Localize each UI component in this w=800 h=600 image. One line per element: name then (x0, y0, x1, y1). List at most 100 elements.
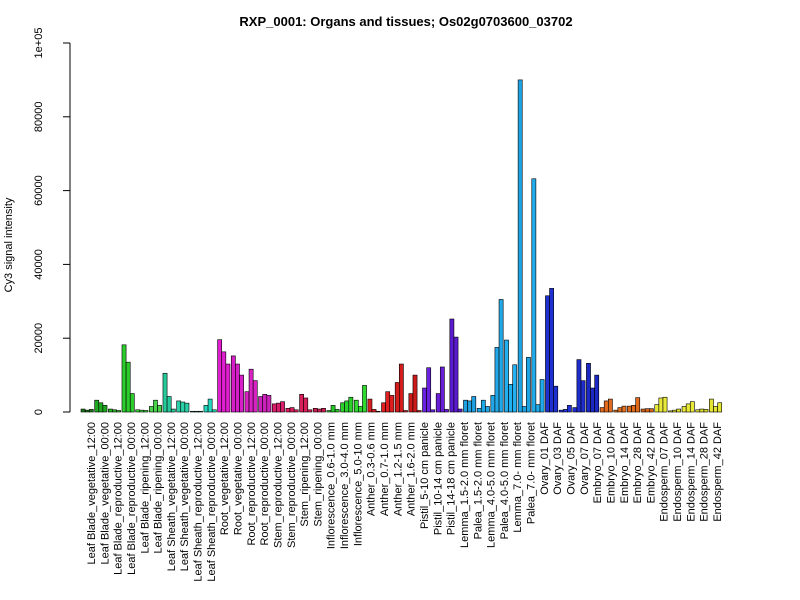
bar (580, 380, 586, 413)
bar (353, 399, 359, 413)
bar (344, 400, 350, 413)
bar (189, 410, 195, 413)
bar (621, 405, 627, 413)
bar (84, 409, 90, 413)
bar (586, 362, 591, 413)
bar (444, 409, 449, 413)
y-axis: 0 20000 40000 60000 80000 1e+05 (33, 28, 71, 415)
bar (217, 339, 223, 413)
bar (512, 364, 518, 413)
x-tick-label: Anther_1.6-2.0 mm (406, 422, 418, 516)
bar (471, 396, 477, 413)
x-tick-label: Ovary_07 DAF (579, 422, 591, 495)
x-tick-label: Embryo_42 DAF (645, 422, 657, 504)
x-tick-label: Anther_0.3-0.6 mm (366, 422, 378, 516)
bar (498, 299, 504, 413)
bar (485, 406, 490, 413)
bar (608, 398, 613, 413)
bar (180, 401, 186, 413)
bar (367, 398, 373, 413)
x-tick-label: Pistil_5-10 cm panicle (419, 422, 431, 529)
x-tick-label: Stem_ripening_12:00 (299, 422, 311, 527)
bar (176, 400, 182, 413)
bar (635, 397, 641, 413)
bar (654, 404, 660, 413)
x-tick-label: Leaf Blade_vegetative_00:00 (99, 422, 111, 565)
x-tick-label: Endosperm_28 DAF (699, 422, 711, 522)
x-tick-label: Anther_0.7-1.0 mm (379, 422, 391, 516)
x-tick-label: Inflorescence_5.0-10 mm (352, 422, 364, 546)
x-tick-label: Embryo_10 DAF (605, 422, 617, 504)
bar (545, 295, 550, 413)
y-tick-label: 40000 (33, 249, 45, 280)
bar (662, 396, 668, 413)
bar (457, 408, 463, 413)
y-tick-label: 60000 (33, 175, 45, 206)
x-tick-label: Stem_reproductive_00:00 (286, 422, 298, 548)
bar (398, 363, 404, 413)
x-tick-label: Pistil_14-18 cm panicle (446, 422, 458, 535)
bar (102, 405, 108, 413)
bar (340, 402, 345, 413)
x-tick-label: Endosperm_07 DAF (659, 422, 671, 522)
bar (717, 402, 723, 413)
bar (334, 409, 340, 413)
bar (94, 399, 100, 413)
bar (709, 398, 714, 413)
bar (480, 399, 486, 413)
bar (203, 405, 209, 413)
bars-group (80, 79, 723, 413)
bar (280, 401, 285, 413)
bar (508, 384, 513, 413)
y-tick-label: 20000 (33, 323, 45, 354)
x-tick-label: Lemma_7.0- mm floret (512, 422, 524, 533)
bar (490, 395, 496, 413)
bar (317, 408, 322, 413)
x-tick-label: Ovary_01 DAF (539, 422, 551, 495)
bar (412, 374, 418, 413)
x-tick-label: Leaf Blade_vegetative_12:00 (86, 422, 98, 565)
bar (326, 410, 332, 413)
bar (276, 402, 281, 413)
bar (689, 401, 695, 413)
x-tick-labels: Leaf Blade_vegetative_12:00 Leaf Blade_ve… (86, 422, 724, 582)
x-tick-label: Embryo_28 DAF (632, 422, 644, 504)
bar (668, 410, 673, 413)
bar (676, 408, 682, 413)
bar (299, 393, 304, 413)
y-axis-label: Cy3 signal intensity (3, 197, 15, 292)
bar (266, 395, 272, 413)
x-tick-label: Endosperm_10 DAF (672, 422, 684, 522)
x-tick-label: Inflorescence_0.6-1.0 mm (326, 422, 338, 549)
x-tick-label: Stem_reproductive_12:00 (273, 422, 285, 548)
bar (289, 407, 295, 413)
bar (285, 408, 291, 413)
bar (526, 357, 531, 413)
bar (239, 374, 244, 413)
chart-title: RXP_0001: Organs and tissues; Os02g07036… (239, 14, 572, 29)
bar (381, 402, 386, 413)
bar (371, 409, 377, 413)
x-tick-label: Inflorescence_3.0-4.0 mm (339, 422, 351, 549)
bar (644, 408, 650, 413)
bar (599, 407, 605, 413)
x-tick-label: Leaf Blade_ripening_12:00 (139, 422, 151, 554)
bar (558, 409, 564, 413)
bar (426, 367, 432, 413)
bar (572, 407, 578, 413)
bar (713, 406, 718, 413)
bar (198, 410, 203, 413)
x-tick-label: Leaf Sheath_reproductive_12:00 (193, 422, 205, 582)
x-tick-label: Lemma_1.5-2.0 mm floret (459, 422, 471, 548)
bar (627, 405, 632, 413)
x-tick-label: Endosperm_42 DAF (712, 422, 724, 522)
x-tick-label: Root_vegetative_12:00 (219, 422, 231, 535)
bar (108, 408, 113, 413)
bar (143, 410, 149, 413)
x-tick-label: Leaf Blade_ripening_00:00 (153, 422, 165, 554)
bar (695, 409, 701, 413)
bar (453, 336, 459, 413)
x-tick-label: Embryo_14 DAF (619, 422, 631, 504)
x-tick-label: Ovary_05 DAF (566, 422, 578, 495)
